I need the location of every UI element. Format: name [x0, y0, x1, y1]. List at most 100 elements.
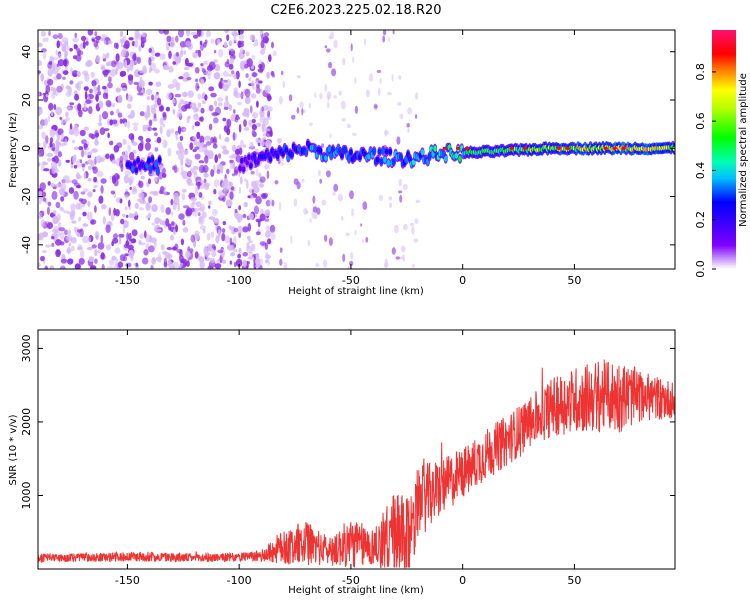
- noise-speckle: [130, 109, 136, 119]
- noise-speckle: [242, 252, 248, 257]
- noise-speckle: [61, 43, 67, 53]
- noise-speckle: [47, 115, 51, 123]
- noise-speckle: [342, 253, 346, 263]
- ridge-peak: [603, 146, 608, 150]
- noise-speckle: [40, 31, 47, 37]
- noise-speckle: [74, 32, 78, 38]
- noise-speckle: [332, 191, 336, 196]
- noise-speckle: [324, 234, 328, 242]
- noise-speckle: [84, 71, 88, 77]
- noise-speckle: [399, 113, 404, 120]
- noise-speckle: [138, 45, 142, 52]
- noise-speckle: [205, 30, 212, 37]
- noise-speckle: [62, 70, 69, 75]
- noise-speckle: [158, 253, 162, 261]
- noise-speckle: [244, 178, 247, 182]
- noise-speckle: [264, 163, 270, 170]
- noise-speckle: [208, 205, 211, 209]
- noise-speckle: [261, 106, 264, 112]
- noise-speckle: [189, 142, 194, 151]
- noise-speckle: [68, 242, 72, 247]
- noise-speckle: [73, 164, 78, 169]
- noise-speckle: [170, 234, 174, 241]
- noise-speckle: [60, 207, 64, 212]
- noise-speckle: [80, 198, 87, 205]
- noise-speckle: [217, 229, 221, 238]
- noise-speckle: [144, 111, 149, 115]
- noise-speckle: [194, 186, 199, 196]
- noise-speckle: [99, 157, 105, 162]
- noise-speckle: [414, 218, 419, 224]
- noise-speckle: [296, 181, 301, 190]
- noise-speckle: [77, 184, 82, 189]
- noise-speckle: [165, 207, 172, 215]
- noise-speckle: [222, 70, 229, 77]
- noise-speckle: [179, 99, 185, 105]
- noise-speckle: [263, 104, 269, 111]
- noise-speckle: [38, 262, 41, 268]
- noise-speckle: [264, 128, 271, 132]
- noise-speckle: [126, 66, 130, 73]
- noise-speckle: [94, 249, 98, 257]
- noise-speckle: [242, 259, 247, 268]
- noise-speckle: [43, 168, 50, 172]
- noise-speckle: [354, 76, 357, 85]
- noise-speckle: [293, 198, 298, 207]
- noise-speckle: [78, 257, 85, 265]
- ridge-peak: [565, 146, 570, 150]
- noise-speckle: [154, 68, 160, 74]
- noise-speckle: [53, 155, 59, 164]
- noise-speckle: [145, 88, 153, 96]
- noise-speckle: [78, 146, 84, 151]
- colorbar: 0.0 0.2 0.4 0.6 0.8 Normalized spectral ampl…: [694, 30, 749, 278]
- noise-speckle: [94, 31, 98, 37]
- noise-speckle: [291, 114, 296, 120]
- noise-speckle: [97, 122, 103, 126]
- noise-speckle: [345, 232, 350, 237]
- noise-speckle: [62, 76, 66, 81]
- noise-speckle: [237, 225, 243, 234]
- noise-speckle: [231, 70, 235, 75]
- noise-speckle: [231, 30, 238, 37]
- noise-speckle: [406, 123, 410, 128]
- noise-speckle: [183, 50, 186, 55]
- noise-speckle: [388, 196, 393, 201]
- noise-speckle: [205, 251, 211, 256]
- ridge-point: [347, 155, 351, 162]
- noise-speckle: [98, 195, 104, 204]
- noise-speckle: [148, 119, 153, 127]
- noise-speckle: [152, 127, 158, 131]
- noise-speckle: [168, 66, 174, 73]
- noise-speckle: [235, 148, 241, 155]
- noise-speckle: [208, 61, 216, 70]
- noise-speckle: [139, 76, 143, 81]
- ridge-point: [388, 148, 393, 155]
- noise-speckle: [151, 204, 158, 213]
- noise-speckle: [234, 92, 241, 99]
- noise-speckle: [173, 196, 180, 206]
- noise-speckle: [222, 259, 227, 264]
- noise-speckle: [65, 159, 70, 163]
- noise-speckle: [229, 260, 233, 265]
- noise-speckle: [259, 176, 266, 183]
- noise-speckle: [86, 246, 93, 251]
- noise-speckle: [200, 107, 205, 114]
- noise-speckle: [378, 195, 383, 201]
- noise-speckle: [110, 110, 114, 116]
- noise-speckle: [256, 122, 262, 127]
- noise-speckle: [38, 124, 44, 130]
- ridge-point: [375, 156, 380, 163]
- noise-speckle: [131, 229, 138, 237]
- noise-speckle: [258, 80, 263, 84]
- noise-speckle: [94, 139, 99, 146]
- noise-speckle: [136, 56, 142, 64]
- noise-speckle: [88, 236, 91, 243]
- noise-speckle: [255, 196, 262, 205]
- noise-speckle: [79, 159, 83, 164]
- colorbar-tick-label: 0.8: [694, 63, 707, 81]
- noise-speckle: [301, 108, 304, 116]
- noise-speckle: [199, 225, 207, 231]
- noise-speckle: [265, 199, 271, 207]
- noise-speckle: [45, 85, 51, 94]
- noise-speckle: [314, 92, 317, 99]
